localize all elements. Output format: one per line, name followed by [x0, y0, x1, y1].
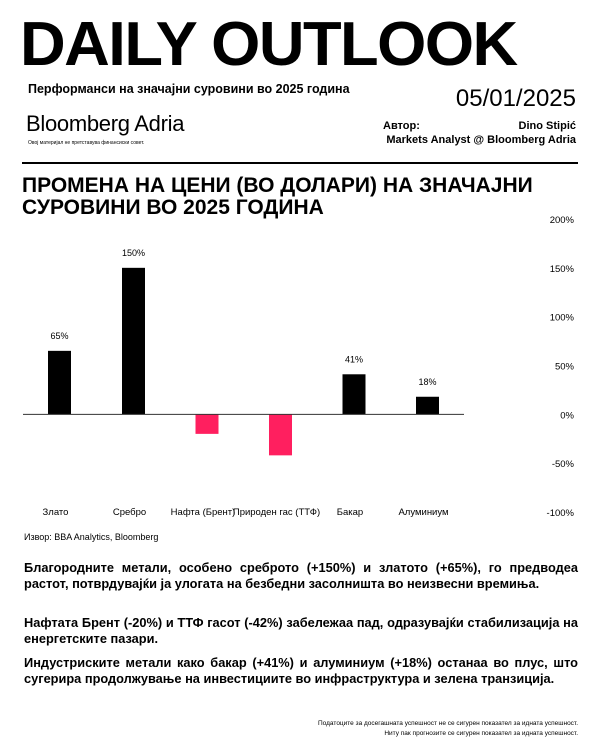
chart-title: ПРОМЕНА НА ЦЕНИ (ВО ДОЛАРИ) НА ЗНАЧАЈНИ …: [22, 174, 533, 219]
author-name: Dino Stipić: [518, 120, 576, 132]
divider: [22, 162, 578, 164]
disclaimer: Овој материјал не претставува финансиски…: [28, 140, 145, 146]
footer-note: Ниту пак прогнозите се сигурен показател…: [384, 730, 578, 737]
bar: [269, 414, 292, 456]
x-tick-label: Алуминиум: [398, 507, 448, 518]
author-label: Автор:: [383, 120, 420, 132]
y-tick-label: -100%: [547, 508, 575, 519]
bar: [342, 374, 366, 415]
paragraph: Индустриските метали како бакар (+41%) и…: [24, 655, 578, 686]
y-tick-label: 200%: [550, 215, 575, 226]
y-tick-label: -50%: [552, 459, 575, 470]
page-title: DAILY OUTLOOK: [20, 10, 518, 79]
data-label: 150%: [122, 248, 145, 258]
source: Извор: BBA Analytics, Bloomberg: [24, 532, 159, 542]
x-tick-label: Нафта (Брент): [171, 507, 236, 518]
data-label: 41%: [345, 354, 363, 364]
data-label: 65%: [50, 331, 68, 341]
x-tick-label: Сребро: [113, 507, 146, 518]
bar-chart: 200% 150% 100% 50% 0% -50% -100% 65% Злато 150% Ср…: [23, 215, 575, 519]
logo: Bloomberg Adria: [26, 111, 185, 136]
author-role: Markets Analyst @ Bloomberg Adria: [386, 134, 576, 146]
bar: [416, 396, 439, 415]
y-tick-label: 100%: [550, 313, 575, 324]
x-tick-label: Злато: [43, 507, 69, 518]
bar: [122, 267, 145, 415]
paragraph: Нафтата Брент (-20%) и ТТФ гасот (-42%) …: [24, 615, 578, 646]
date: 05/01/2025: [455, 85, 576, 112]
y-tick-label: 50%: [555, 362, 575, 373]
paragraph: Благородните метали, особено среброто (+…: [24, 560, 578, 591]
subtitle: Перформанси на значајни суровини во 2025…: [28, 82, 350, 96]
footer-note: Податоците за досегашната успешност не с…: [318, 720, 578, 727]
data-label: 18%: [418, 377, 436, 387]
y-tick-label: 150%: [550, 264, 575, 275]
bar: [195, 414, 219, 434]
x-tick-label: Бакар: [337, 507, 363, 518]
y-tick-label: 0%: [560, 410, 574, 421]
x-tick-label: Природен гас (ТТФ): [233, 507, 320, 518]
bar: [48, 350, 71, 415]
